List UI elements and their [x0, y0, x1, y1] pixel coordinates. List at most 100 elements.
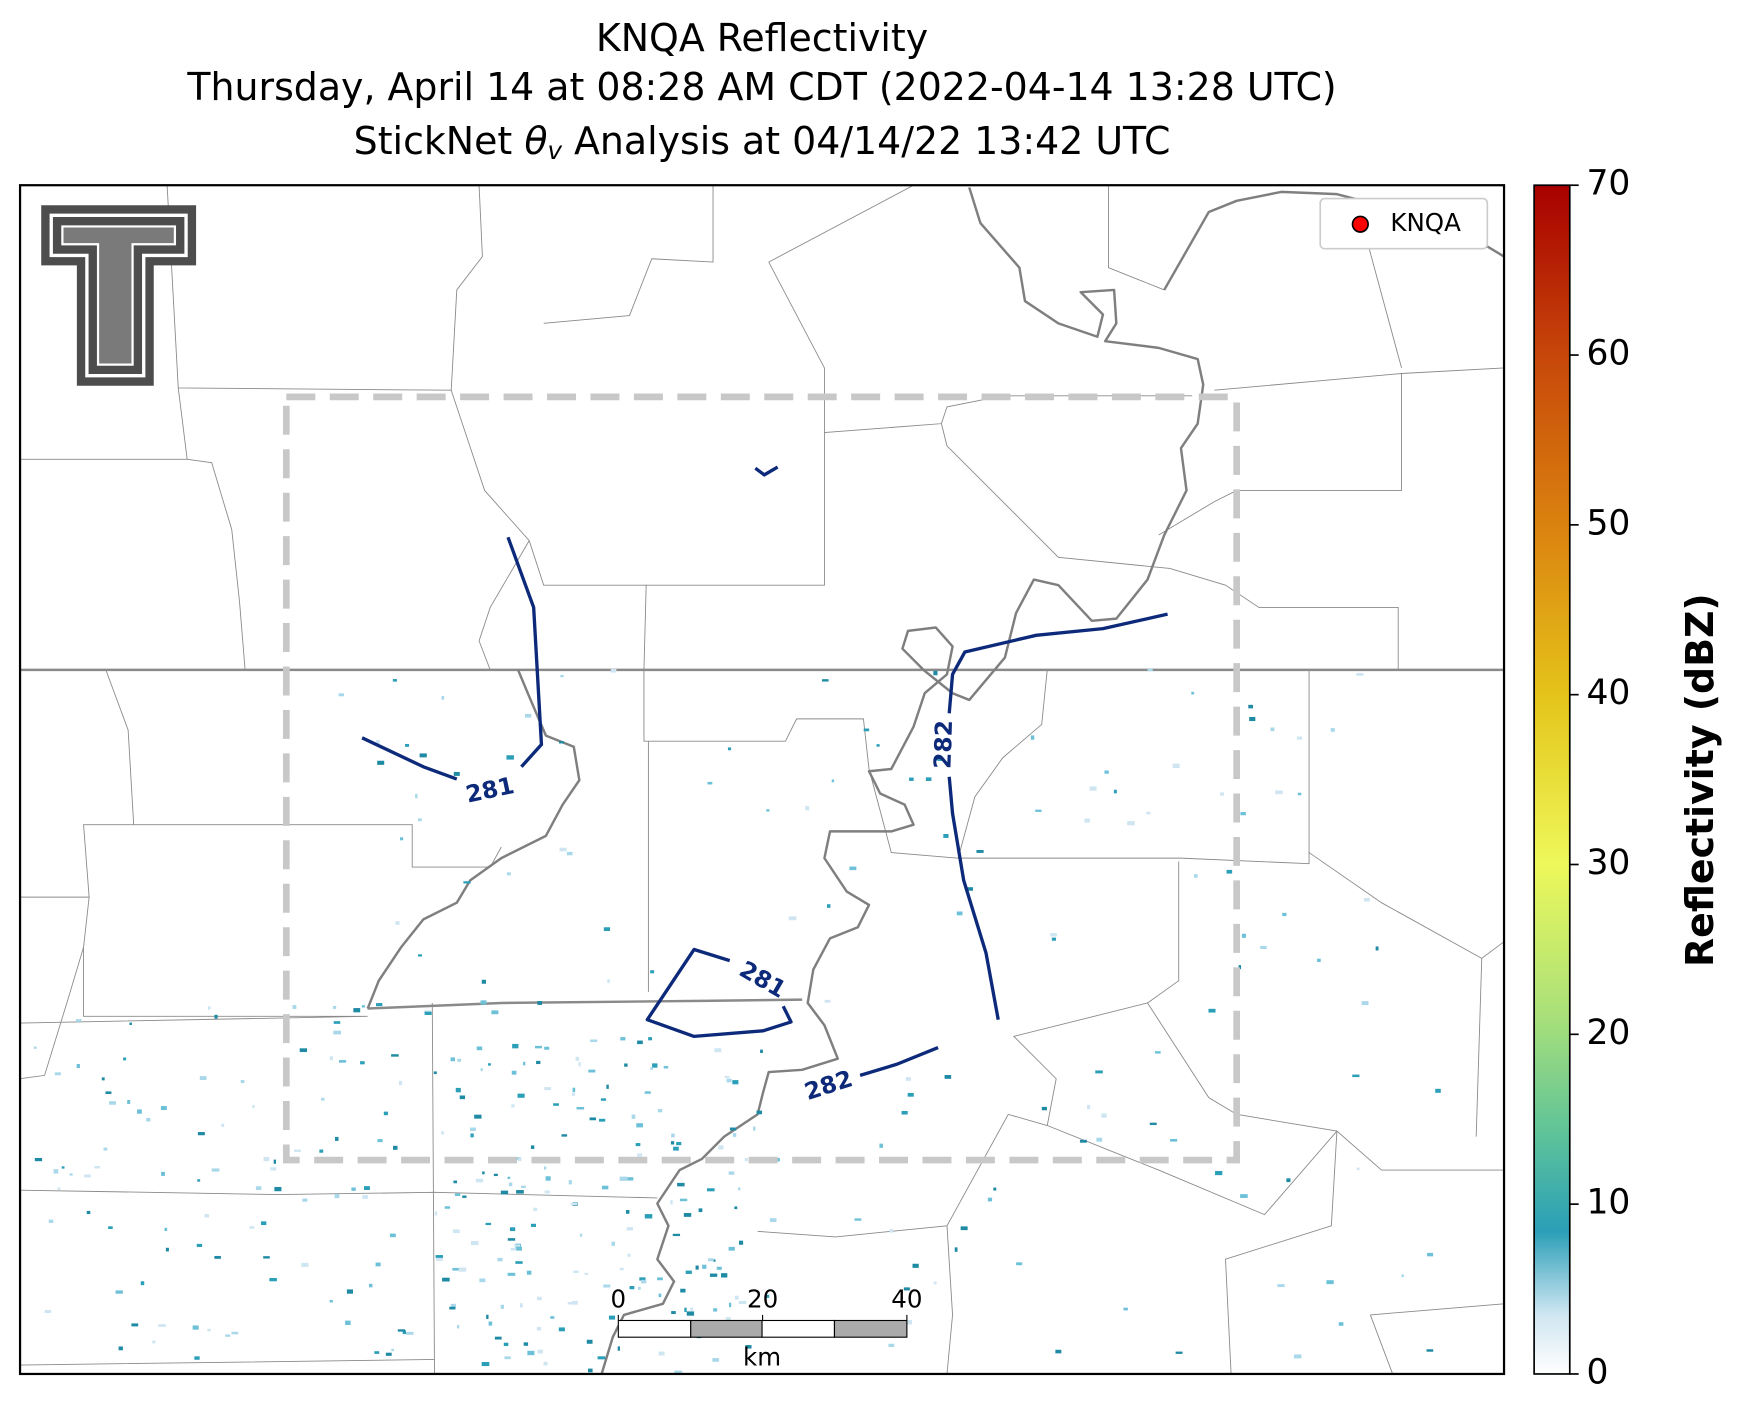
reflectivity-pixel — [1226, 869, 1233, 874]
reflectivity-pixel — [419, 753, 427, 758]
reflectivity-pixel — [568, 1180, 572, 1185]
reflectivity-pixel — [375, 740, 380, 745]
reflectivity-pixel — [231, 1331, 239, 1335]
reflectivity-pixel — [69, 1173, 73, 1176]
reflectivity-pixel — [517, 1093, 525, 1098]
reflectivity-pixel — [164, 1227, 168, 1231]
reflectivity-pixel — [543, 1361, 548, 1366]
reflectivity-pixel — [637, 1040, 643, 1045]
contour-line — [947, 612, 1168, 1020]
colorbar-tick-label: 70 — [1586, 164, 1630, 204]
reflectivity-pixel — [827, 904, 831, 908]
reflectivity-pixel — [197, 1132, 205, 1136]
reflectivity-pixel — [127, 1100, 131, 1104]
reflectivity-pixel — [690, 1307, 694, 1311]
reflectivity-pixel — [452, 1229, 460, 1234]
reflectivity-pixel — [351, 1187, 356, 1191]
county-line — [1146, 861, 1505, 1171]
reflectivity-pixel — [165, 1247, 169, 1252]
colorbar-tick-label: 60 — [1586, 334, 1630, 374]
reflectivity-pixel — [48, 1219, 54, 1223]
colorbar-tick-label: 40 — [1586, 673, 1630, 713]
reflectivity-pixel — [607, 979, 610, 983]
contour-line — [754, 465, 779, 477]
reflectivity-pixel — [1352, 1074, 1360, 1078]
county-line — [1012, 1002, 1338, 1216]
reflectivity-pixel — [115, 1290, 123, 1294]
reflectivity-pixel — [670, 1141, 675, 1145]
reflectivity-pixel — [516, 1246, 522, 1251]
reflectivity-pixel — [450, 1303, 456, 1308]
reflectivity-pixel — [738, 1187, 741, 1191]
reflectivity-pixel — [397, 1329, 406, 1332]
reflectivity-pixel — [118, 1346, 123, 1351]
reflectivity-pixel — [469, 1127, 476, 1132]
reflectivity-pixel — [225, 1334, 231, 1337]
river — [366, 669, 581, 1009]
reflectivity-pixel — [769, 1218, 777, 1222]
reflectivity-pixel — [636, 1123, 643, 1128]
reflectivity-pixel — [199, 1076, 207, 1081]
reflectivity-pixel — [76, 1063, 80, 1069]
reflectivity-pixel — [435, 1255, 443, 1258]
reflectivity-pixel — [137, 1109, 142, 1114]
reflectivity-pixel — [671, 1311, 676, 1315]
reflectivity-pixel — [673, 1146, 679, 1151]
reflectivity-pixel — [214, 1255, 221, 1259]
reflectivity-pixel — [644, 1214, 653, 1219]
reflectivity-pixel — [558, 1327, 565, 1332]
reflectivity-pixel — [1154, 1051, 1161, 1054]
reflectivity-pixel — [1361, 1001, 1369, 1006]
reflectivity-pixel — [1260, 945, 1267, 950]
scale-unit: km — [743, 1342, 781, 1371]
reflectivity-pixel — [728, 1302, 732, 1308]
reflectivity-pixel — [1286, 1178, 1291, 1183]
reflectivity-pixel — [374, 1351, 380, 1354]
county-line — [757, 1113, 1048, 1374]
reflectivity-pixel — [530, 1145, 535, 1149]
reflectivity-pixel — [1035, 809, 1042, 812]
reflectivity-pixel — [603, 927, 611, 932]
title-subscript: v — [547, 136, 562, 165]
colorbar-scale — [1533, 184, 1571, 1375]
reflectivity-pixel — [161, 1171, 165, 1176]
reflectivity-pixel — [637, 1153, 643, 1157]
reflectivity-pixel — [1084, 818, 1090, 823]
reflectivity-pixel — [453, 1180, 458, 1184]
reflectivity-pixel — [599, 1118, 606, 1122]
reflectivity-pixel — [706, 1188, 715, 1192]
reflectivity-pixel — [457, 1058, 462, 1062]
reflectivity-pixel — [575, 1056, 580, 1061]
reflectivity-pixel — [493, 1173, 498, 1177]
county-line — [957, 669, 1048, 859]
reflectivity-pixel — [658, 1351, 665, 1356]
reflectivity-pixel — [849, 866, 857, 871]
reflectivity-pixel — [299, 1048, 308, 1053]
reflectivity-pixel — [424, 1011, 432, 1015]
reflectivity-pixel — [1101, 1113, 1107, 1118]
scale-segment — [690, 1319, 763, 1338]
reflectivity-pixel — [545, 1176, 551, 1181]
reflectivity-pixel — [724, 1075, 730, 1079]
reflectivity-pixel — [485, 1222, 492, 1226]
reflectivity-pixel — [732, 1080, 739, 1085]
reflectivity-pixel — [249, 1226, 255, 1229]
reflectivity-pixel — [1220, 792, 1225, 796]
colorbar-tick-label: 0 — [1586, 1352, 1608, 1392]
reflectivity-pixel — [1051, 937, 1056, 941]
reflectivity-pixel — [718, 1145, 724, 1150]
reflectivity-pixel — [901, 1110, 908, 1115]
reflectivity-pixel — [481, 1362, 490, 1367]
reflectivity-pixel — [406, 1331, 414, 1335]
reflectivity-pixel — [500, 1304, 505, 1309]
reflectivity-pixel — [375, 1262, 381, 1267]
reflectivity-pixel — [84, 1174, 91, 1178]
reflectivity-pixel — [292, 1005, 297, 1009]
river — [600, 187, 1205, 1374]
reflectivity-pixel — [511, 1070, 517, 1075]
reflectivity-pixel — [523, 1342, 529, 1346]
reflectivity-pixel — [129, 1022, 132, 1026]
reflectivity-pixel — [1401, 1274, 1404, 1278]
reflectivity-pixel — [943, 833, 949, 838]
reflectivity-pixel — [1104, 770, 1109, 774]
